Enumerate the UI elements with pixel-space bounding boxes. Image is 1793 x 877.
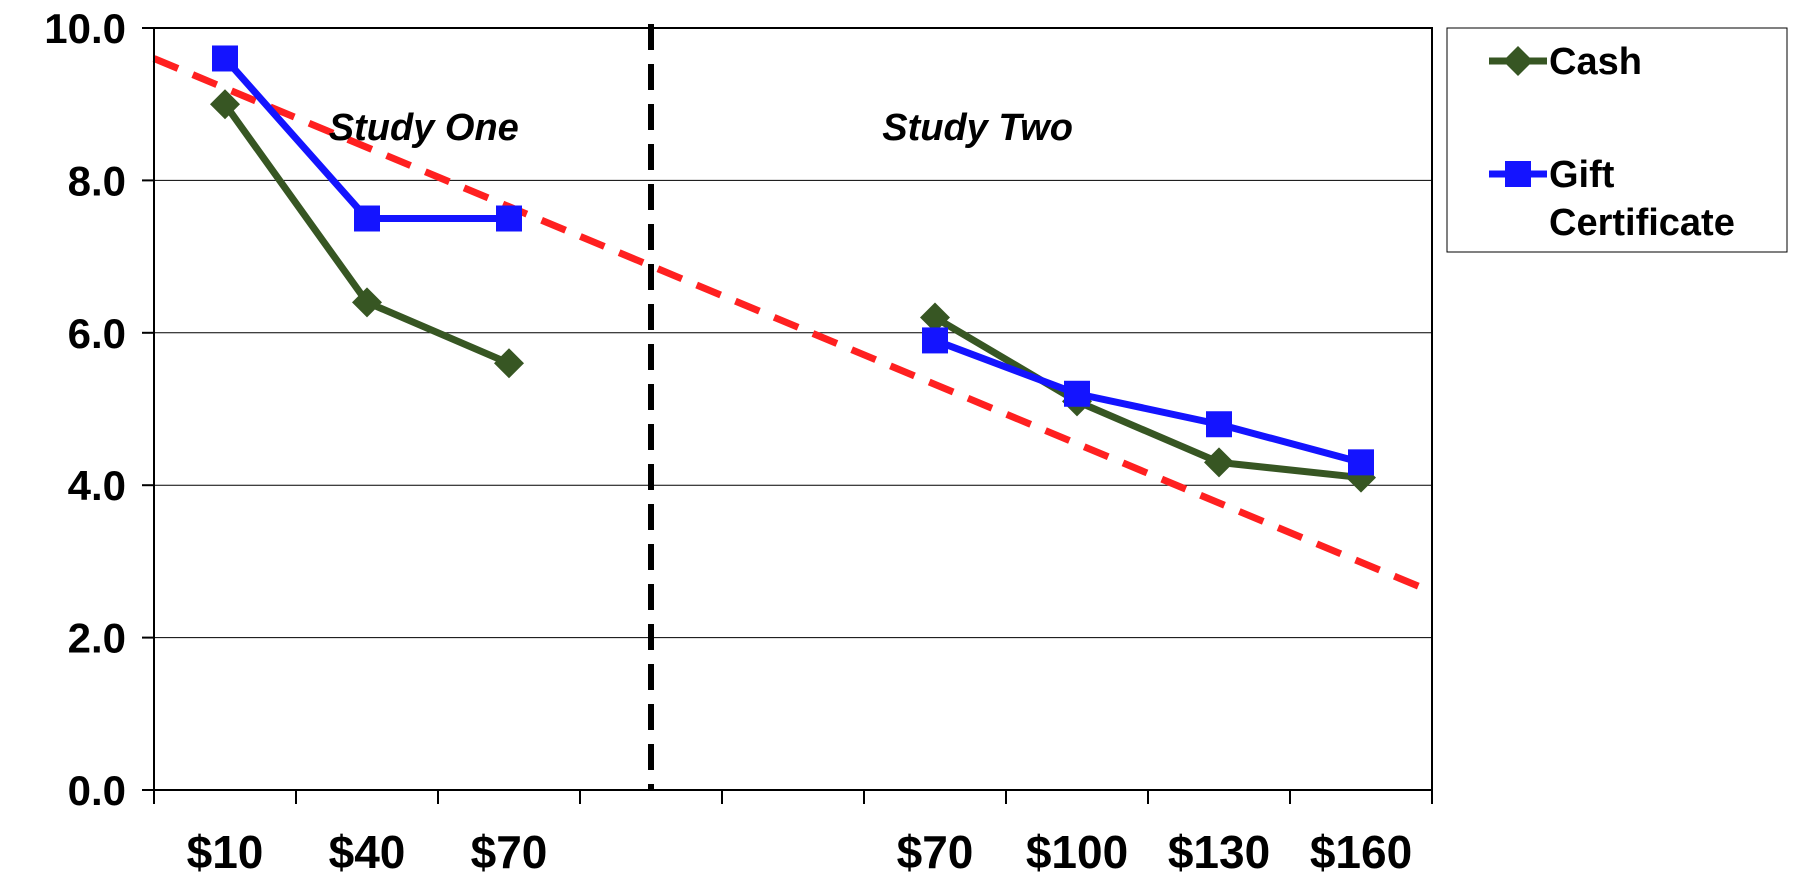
x-tick-label: $130 [1168,826,1270,877]
plot-frame [153,27,1433,791]
trendline [152,55,1434,596]
legend-swatch-marker [1505,161,1531,187]
cash-marker [352,287,382,318]
gift-certificate-marker [1064,380,1090,407]
legend-swatch-marker [1503,46,1533,76]
x-tick-label: $70 [897,826,974,877]
x-tick-label: $10 [187,826,264,877]
axes-group: 0.0 2.0 4.0 6.0 8.0 10.0 $10 $40 $70 $70 $100 $130 $… [44,5,1433,877]
gift-certificate-marker [496,205,522,232]
y-tick-label: 6.0 [68,310,126,357]
y-tick-label: 4.0 [68,462,126,509]
plot-area-border [153,27,1433,791]
gift-certificate-marker [1348,449,1374,476]
study-annotation: Study One [329,107,519,149]
legend: Cash Gift Certificate [1446,27,1788,253]
legend-box [1446,27,1788,253]
y-tick-label: 0.0 [68,767,126,814]
cash-marker [1204,447,1234,478]
x-tick-label: $40 [329,826,406,877]
x-tick-label: $160 [1310,826,1412,877]
x-tick-label: $100 [1026,826,1128,877]
gift-certificate-marker [212,45,238,72]
x-tick-label: $70 [471,826,548,877]
cash-marker [210,89,240,120]
y-tick-label: 2.0 [68,615,126,662]
annotations-group: Study One Study Two [329,107,1073,149]
gift-certificate-marker [354,205,380,232]
gift-certificate-marker [922,327,948,354]
trendline-group [152,55,1434,596]
y-tick-label: 10.0 [44,5,126,52]
legend-entry-gift-certificate: Gift Certificate [1549,154,1735,244]
cash-marker [494,348,524,379]
gridlines [154,179,1432,639]
study-annotation: Study Two [882,107,1073,149]
cash-marker [920,302,950,333]
series-group [210,45,1376,493]
gift-certificate-marker [1206,411,1232,438]
legend-entry-cash: Cash [1549,41,1642,83]
y-tick-label: 8.0 [68,157,126,204]
gift-certificate-line [933,337,1362,466]
cash-line [933,314,1362,482]
